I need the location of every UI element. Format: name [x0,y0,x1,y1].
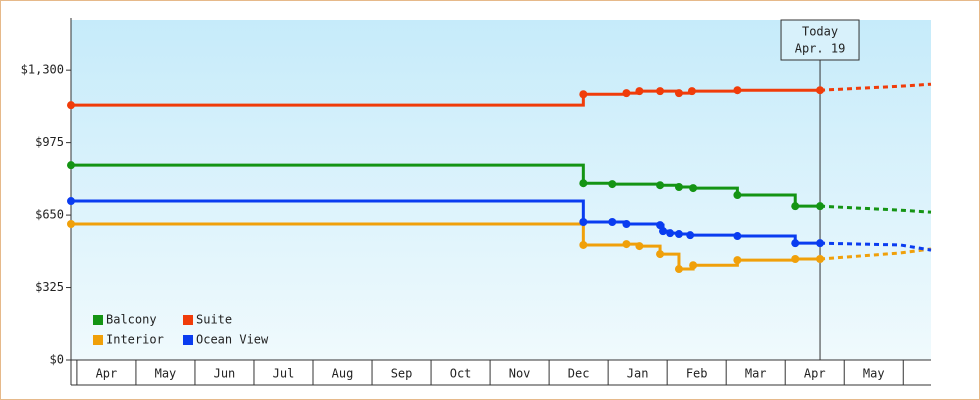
point [666,229,675,238]
point [622,89,631,98]
point [67,220,75,228]
y-tick-label: $0 [50,353,64,367]
series-line [71,222,821,271]
forecast-line [819,82,932,92]
point [656,181,665,190]
plot-area [71,20,931,360]
forecast-line [819,241,932,252]
legend-label: Interior [106,333,164,347]
x-tick-label: Nov [509,367,531,381]
point [674,89,683,98]
x-tick-label: Apr [96,367,118,381]
point [622,240,631,249]
point [733,86,742,95]
legend-swatch [93,335,103,345]
point [608,180,617,189]
point [674,265,683,274]
legend-swatch [183,315,193,325]
point [689,261,698,270]
point [579,90,588,99]
x-tick-label: May [863,367,885,381]
point [656,221,665,230]
point [733,191,742,200]
point [67,161,75,170]
forecast-line [819,204,932,214]
y-tick-label: $975 [35,135,64,149]
point [622,220,631,228]
x-tick-label: Mar [745,367,767,381]
legend-swatch [93,315,103,325]
point [674,182,683,191]
point [686,231,695,240]
forecast-line [819,247,932,261]
point [733,256,742,265]
legend-label: Suite [196,313,232,327]
legend-label: Balcony [106,313,157,327]
today-label: Today [802,25,838,39]
point [579,179,588,188]
x-tick-label: Aug [332,367,354,381]
point [687,87,696,96]
legend-swatch [183,335,193,345]
legend-label: Ocean View [196,333,269,347]
point [791,239,800,248]
point [635,242,644,251]
x-tick-label: May [155,367,177,381]
point [816,202,825,211]
point [791,255,800,264]
point [816,255,825,264]
point [656,87,665,96]
y-tick-label: $1,300 [21,63,64,77]
x-tick-label: Sep [391,367,413,381]
x-tick-label: Jun [214,367,236,381]
x-tick-label: Dec [568,367,590,381]
point [579,240,588,249]
x-tick-label: Jul [273,367,295,381]
x-tick-label: Oct [450,367,472,381]
point [67,197,75,206]
today-label: Apr. 19 [795,42,846,56]
x-tick-label: Feb [686,367,708,381]
point [816,239,825,248]
y-tick-label: $650 [35,208,64,222]
point [816,86,825,95]
y-tick-label: $325 [35,280,64,294]
point [67,101,75,110]
point [659,227,668,236]
point [608,217,617,226]
point [674,230,683,239]
x-tick-label: Jan [627,367,649,381]
today-box [780,19,860,61]
point [791,202,800,211]
point [579,217,588,226]
point [733,232,742,241]
point [689,184,698,193]
point [656,250,665,259]
point [635,87,644,96]
x-tick-label: Apr [804,367,826,381]
